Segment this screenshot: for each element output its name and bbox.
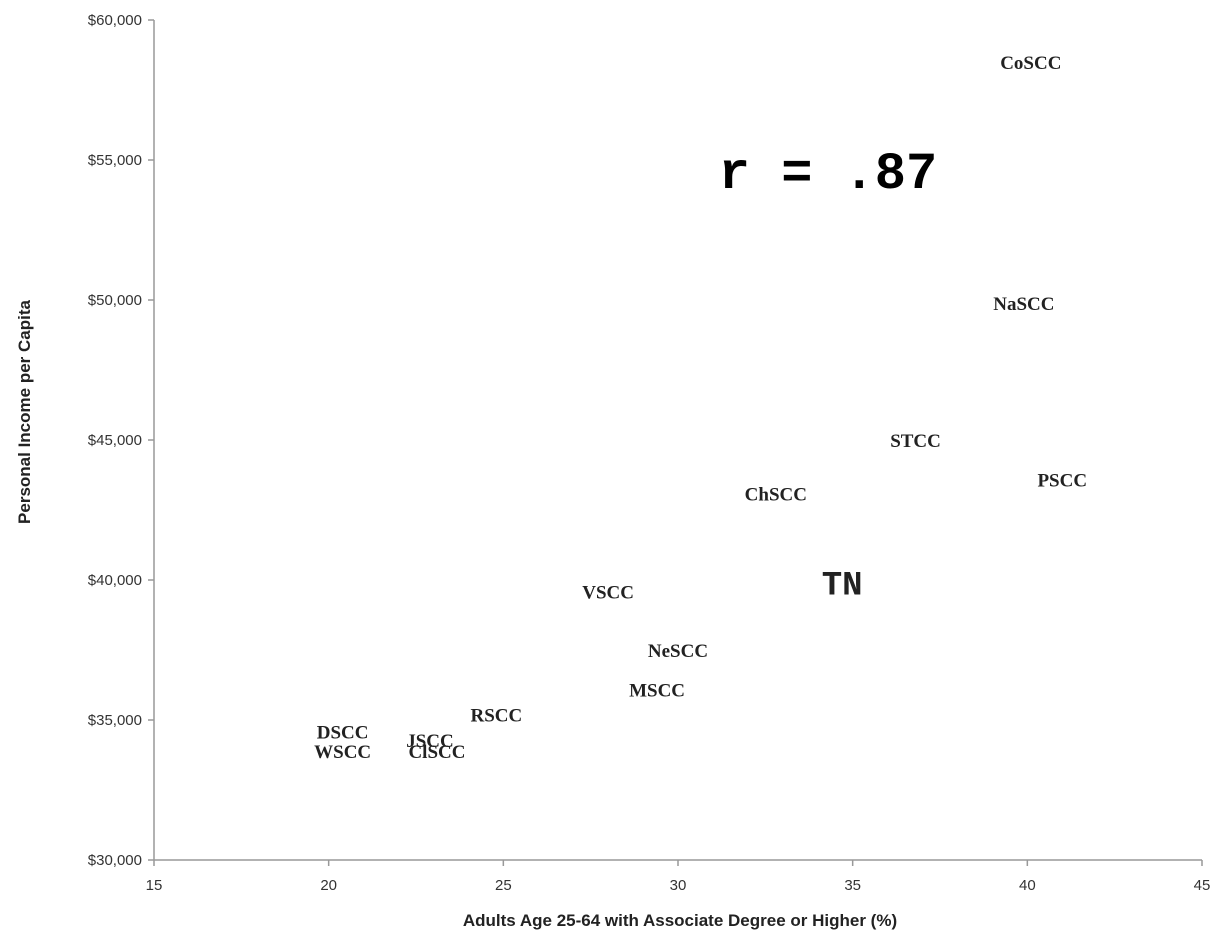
y-tick-label: $40,000 bbox=[88, 572, 142, 589]
data-point-clscc: ClSCC bbox=[408, 742, 465, 763]
y-tick-label: $55,000 bbox=[88, 152, 142, 169]
data-point-mscc: MSCC bbox=[629, 680, 685, 701]
data-point-tn: TN bbox=[822, 568, 863, 606]
data-point-pscc: PSCC bbox=[1037, 470, 1087, 491]
data-point-dscc: DSCC bbox=[317, 722, 369, 743]
y-tick-label: $35,000 bbox=[88, 712, 142, 729]
x-axis-title: Adults Age 25-64 with Associate Degree o… bbox=[463, 911, 897, 930]
data-point-wscc: WSCC bbox=[314, 742, 371, 763]
data-point-coscc: CoSCC bbox=[1000, 53, 1061, 74]
data-points: CoSCC NaSCC STCC PSCC ChSCC TN VSCC NeSCC MSCC RS… bbox=[314, 53, 1087, 763]
x-tick-label: 35 bbox=[844, 877, 861, 894]
x-tick-label: 30 bbox=[670, 877, 687, 894]
x-tick-label: 15 bbox=[146, 877, 163, 894]
y-tick-label: $60,000 bbox=[88, 12, 142, 29]
axes bbox=[148, 19, 1203, 866]
data-point-nescc: NeSCC bbox=[648, 641, 708, 662]
y-tick-label: $30,000 bbox=[88, 852, 142, 869]
x-tick-label: 25 bbox=[495, 877, 512, 894]
y-tick-label: $50,000 bbox=[88, 292, 142, 309]
data-point-stcc: STCC bbox=[890, 431, 941, 452]
y-axis-title: Personal Income per Capita bbox=[15, 300, 34, 524]
y-tick-label: $45,000 bbox=[88, 432, 142, 449]
x-tick-label: 40 bbox=[1019, 877, 1036, 894]
data-point-nascc: NaSCC bbox=[993, 294, 1054, 315]
data-point-jscc: JSCC bbox=[406, 731, 454, 752]
tick-labels: $30,000 $35,000 $40,000 $45,000 $50,000 $55,0… bbox=[88, 12, 1211, 894]
correlation-annotation: r = .87 bbox=[719, 145, 937, 204]
data-point-chscc: ChSCC bbox=[745, 484, 807, 505]
x-tick-label: 45 bbox=[1194, 877, 1211, 894]
x-tick-label: 20 bbox=[320, 877, 337, 894]
data-point-rscc: RSCC bbox=[470, 706, 522, 727]
data-point-vscc: VSCC bbox=[582, 582, 634, 603]
